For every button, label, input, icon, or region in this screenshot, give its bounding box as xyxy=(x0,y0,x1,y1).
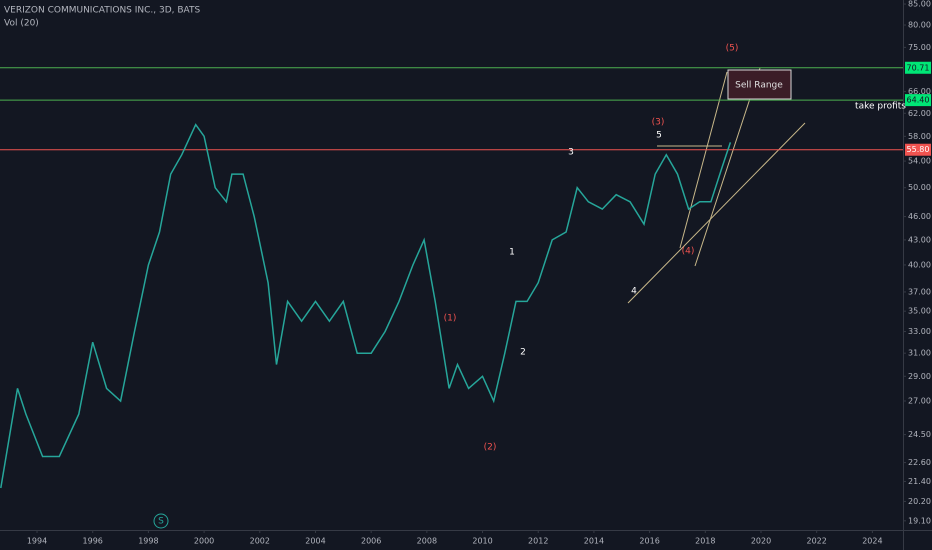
x-tick-label: 2022 xyxy=(807,537,827,546)
wave-label: 5 xyxy=(656,131,662,141)
take-profits-label: take profits xyxy=(855,102,906,112)
sell-range-box xyxy=(727,69,792,100)
x-tick-label: 2002 xyxy=(250,537,270,546)
y-tick-label: 50.00 xyxy=(908,183,931,192)
y-tick-label: 19.10 xyxy=(908,516,931,525)
drawings: Sell Range take profits S xyxy=(153,67,906,529)
price-tag xyxy=(905,143,931,156)
y-tick-label: 66.00 xyxy=(908,87,931,96)
x-tick-label: 2024 xyxy=(862,537,882,546)
trend-line xyxy=(679,71,728,249)
y-tick-label: 20.20 xyxy=(908,497,931,506)
x-tick-label: 2000 xyxy=(194,537,214,546)
y-tick-label: 75.00 xyxy=(908,43,931,52)
wave-label: 2 xyxy=(520,348,526,358)
x-tick-label: 2006 xyxy=(361,537,381,546)
y-tick-label: 22.60 xyxy=(908,458,931,467)
wave-label: (4) xyxy=(682,247,695,257)
wave-label: (3) xyxy=(652,118,665,128)
y-tick-label: 27.00 xyxy=(908,397,931,406)
y-tick-label: 85.00 xyxy=(908,0,931,9)
x-tick-label: 2008 xyxy=(417,537,437,546)
wave-label: (1) xyxy=(444,314,457,324)
badge-label[interactable]: S xyxy=(158,517,164,527)
y-tick-label: 62.00 xyxy=(908,109,931,118)
volume-label: Vol (20) xyxy=(4,19,39,29)
y-tick-label: 37.00 xyxy=(908,287,931,296)
y-tick-label: 24.50 xyxy=(908,430,931,439)
wave-label: 1 xyxy=(509,248,515,258)
price-line-series xyxy=(0,123,732,489)
x-tick-label: 2012 xyxy=(528,537,548,546)
y-tick-label: 58.00 xyxy=(908,132,931,141)
y-tick-label: 80.00 xyxy=(908,21,931,30)
price-tag-label: 70.71 xyxy=(907,63,930,72)
y-tick-label: 31.00 xyxy=(908,349,931,358)
x-tick-label: 2014 xyxy=(584,537,604,546)
x-tick-label: 1994 xyxy=(27,537,47,546)
sell-range-label: Sell Range xyxy=(735,81,783,91)
y-tick-label: 43.00 xyxy=(908,235,931,244)
x-tick-label: 2004 xyxy=(305,537,325,546)
price-tag-label: 64.40 xyxy=(907,96,930,105)
badge[interactable] xyxy=(153,513,169,529)
wave-label: (2) xyxy=(484,443,497,453)
trend-line xyxy=(694,67,761,267)
chart-title: VERIZON COMMUNICATIONS INC., 3D, BATS xyxy=(4,6,201,16)
x-tick-label: 2020 xyxy=(751,537,771,546)
y-tick-label: 21.40 xyxy=(908,477,931,486)
x-tick-label: 1998 xyxy=(138,537,158,546)
y-tick-label: 54.00 xyxy=(908,157,931,166)
x-tick-label: 2016 xyxy=(639,537,659,546)
y-tick-label: 40.00 xyxy=(908,260,931,269)
y-tick-label: 46.00 xyxy=(908,212,931,221)
x-tick-label: 2010 xyxy=(472,537,492,546)
wave-label: 3 xyxy=(568,148,574,158)
trend-line xyxy=(627,122,806,304)
y-tick-label: 29.00 xyxy=(908,372,931,381)
wave-label: (5) xyxy=(726,44,739,54)
price-tag xyxy=(905,61,931,74)
x-tick-label: 1996 xyxy=(83,537,103,546)
price-tag xyxy=(905,94,931,107)
x-tick-label: 2018 xyxy=(695,537,715,546)
wave-label: 4 xyxy=(631,287,637,297)
y-tick-label: 33.00 xyxy=(908,327,931,336)
y-tick-label: 35.00 xyxy=(908,307,931,316)
price-tag-label: 55.80 xyxy=(907,145,930,154)
